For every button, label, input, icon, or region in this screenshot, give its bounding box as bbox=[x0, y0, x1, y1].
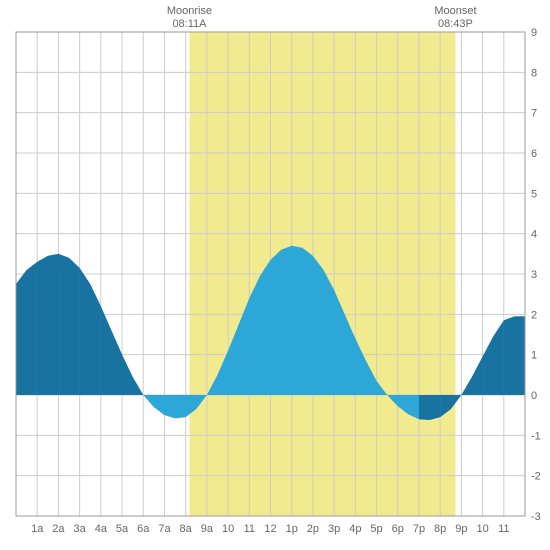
tide-chart: -3-2-101234567891a2a3a4a5a6a7a8a9a101112… bbox=[0, 0, 550, 550]
x-tick-label: 7p bbox=[413, 523, 425, 535]
rise-label: Moonrise bbox=[167, 5, 212, 17]
y-tick-label: 0 bbox=[531, 390, 537, 402]
y-tick-label: 5 bbox=[531, 188, 537, 200]
x-tick-label: 12 bbox=[264, 523, 276, 535]
x-tick-label: 6p bbox=[392, 523, 404, 535]
x-tick-label: 4a bbox=[95, 523, 108, 535]
y-tick-label: 9 bbox=[531, 27, 537, 39]
x-tick-label: 7a bbox=[158, 523, 171, 535]
x-tick-label: 2p bbox=[307, 523, 319, 535]
x-tick-label: 11 bbox=[498, 523, 509, 535]
x-tick-label: 8p bbox=[434, 523, 446, 535]
x-tick-label: 11 bbox=[244, 523, 255, 535]
chart-svg: -3-2-101234567891a2a3a4a5a6a7a8a9a101112… bbox=[0, 0, 550, 550]
y-tick-label: 6 bbox=[531, 148, 537, 160]
tide-fill-night bbox=[419, 395, 440, 420]
tide-fill-night bbox=[37, 254, 58, 395]
x-tick-label: 4p bbox=[349, 523, 361, 535]
y-tick-label: -2 bbox=[531, 471, 541, 483]
x-tick-label: 1p bbox=[286, 523, 298, 535]
tide-fill-night bbox=[504, 316, 525, 395]
y-tick-label: 4 bbox=[531, 229, 537, 241]
x-tick-label: 1a bbox=[31, 523, 44, 535]
y-tick-label: -1 bbox=[531, 430, 541, 442]
x-tick-label: 8a bbox=[180, 523, 193, 535]
tide-fill-night bbox=[58, 254, 79, 395]
x-tick-label: 10 bbox=[222, 523, 234, 535]
x-tick-label: 5p bbox=[370, 523, 382, 535]
x-tick-label: 5a bbox=[116, 523, 129, 535]
x-tick-label: 9a bbox=[201, 523, 214, 535]
x-tick-label: 3p bbox=[328, 523, 340, 535]
x-tick-label: 9p bbox=[455, 523, 467, 535]
y-tick-label: 3 bbox=[531, 269, 537, 281]
rise-time: 08:11A bbox=[172, 18, 207, 30]
x-tick-label: 3a bbox=[74, 523, 87, 535]
tide-fill-night bbox=[16, 262, 37, 395]
set-time: 08:43P bbox=[438, 18, 473, 30]
y-tick-label: 2 bbox=[531, 309, 537, 321]
x-tick-label: 2a bbox=[52, 523, 65, 535]
x-tick-label: 6a bbox=[137, 523, 150, 535]
x-tick-label: 10 bbox=[476, 523, 488, 535]
y-tick-label: 8 bbox=[531, 67, 537, 79]
y-tick-label: 7 bbox=[531, 108, 537, 120]
y-tick-label: -3 bbox=[531, 511, 541, 523]
set-label: Moonset bbox=[434, 5, 476, 17]
y-tick-label: 1 bbox=[531, 350, 537, 362]
